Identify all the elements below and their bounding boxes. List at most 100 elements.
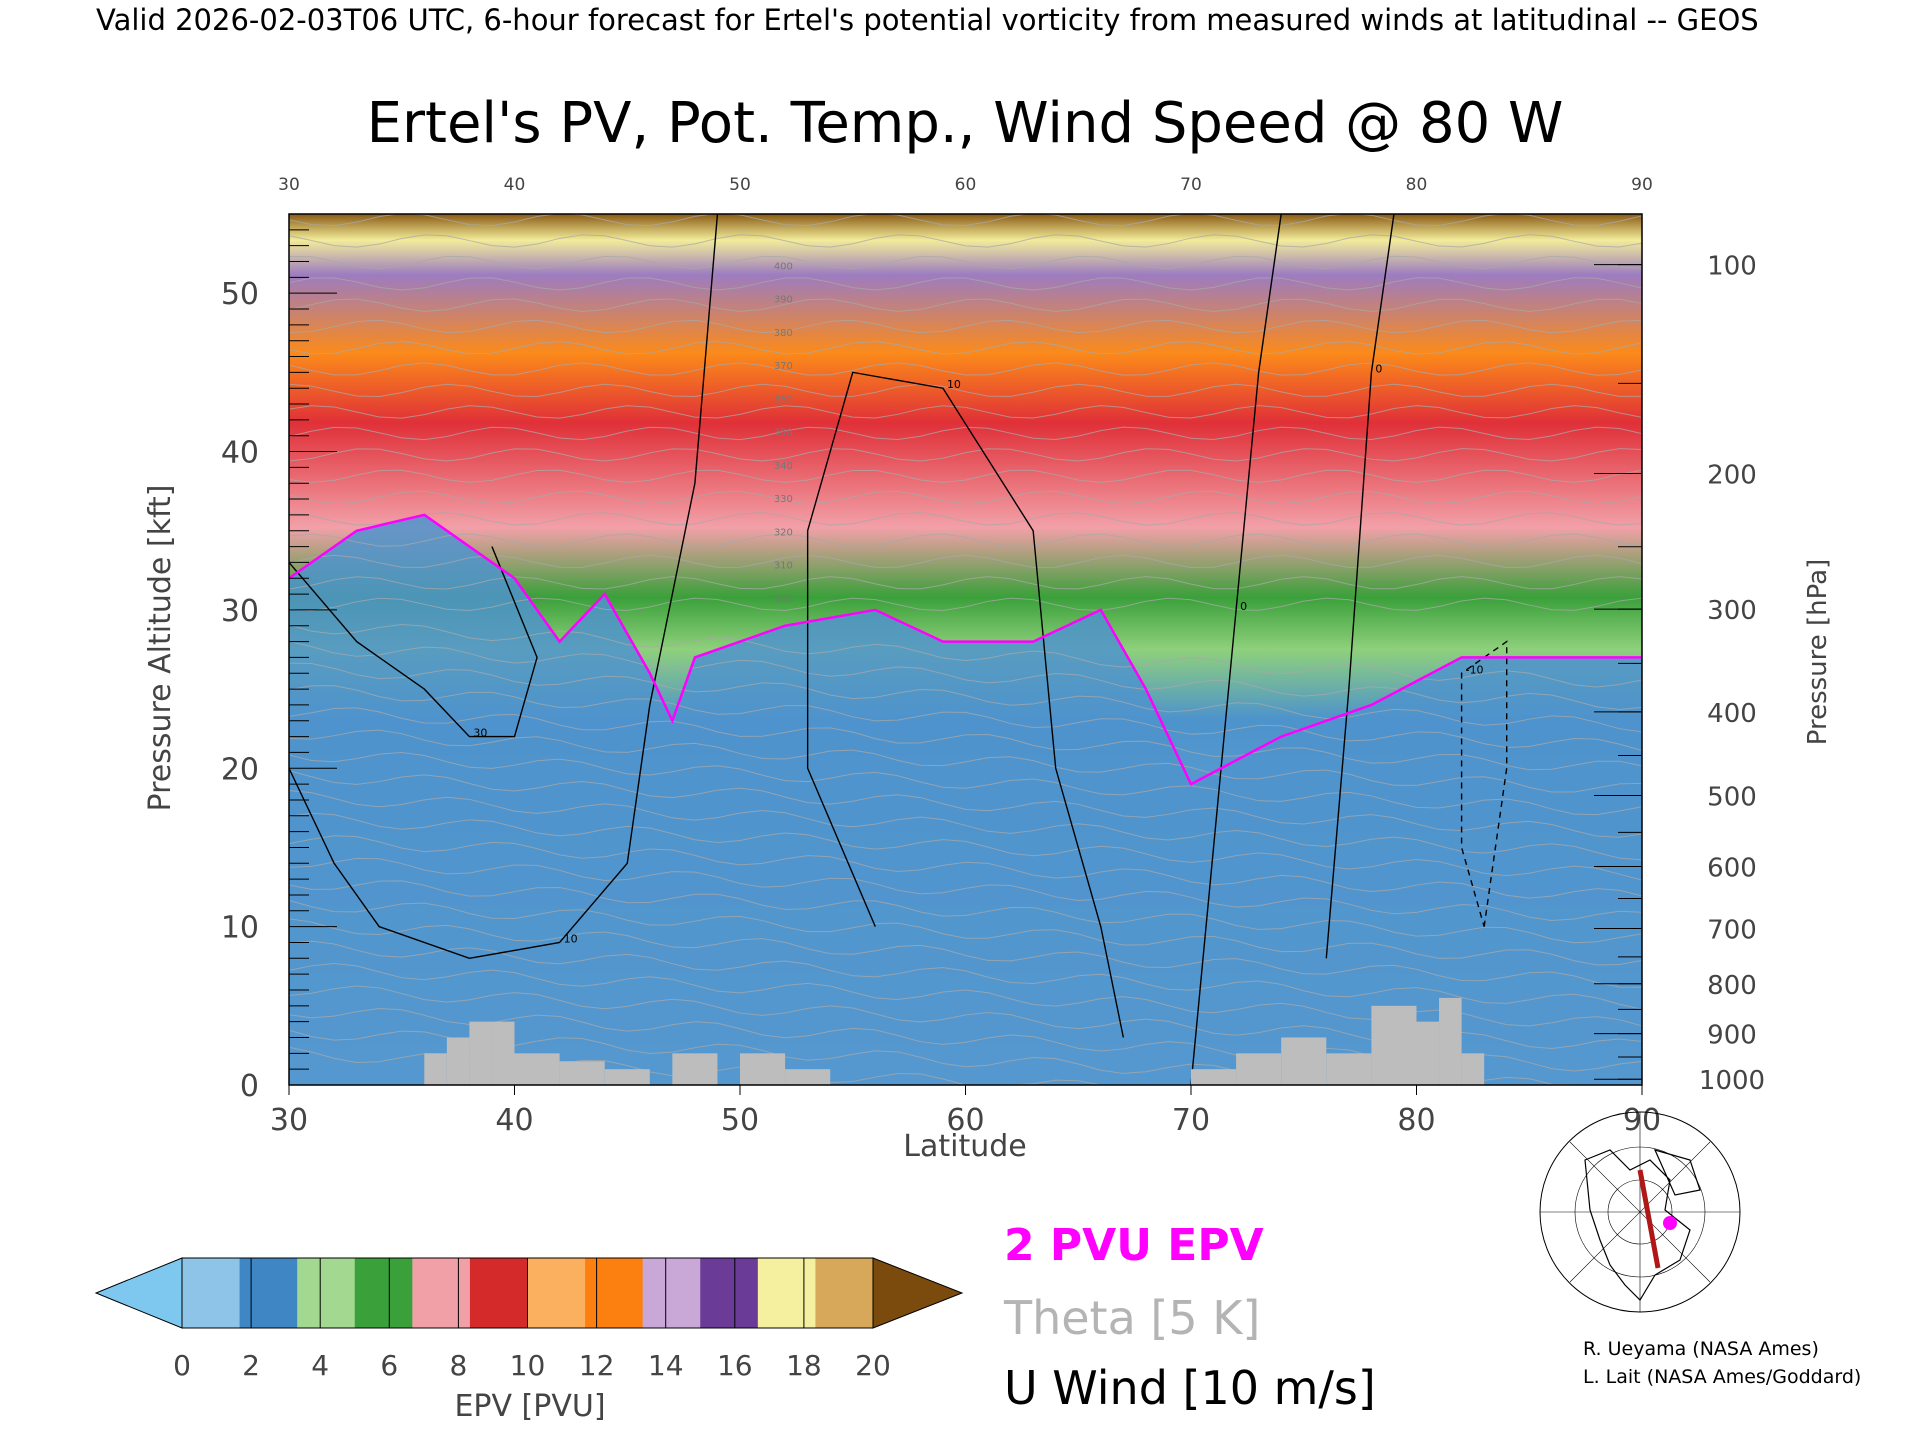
x-axis-label: Latitude [903,1129,1026,1164]
theta-label: 340 [774,461,793,472]
terrain-block [1326,1053,1372,1085]
x-tick-label: 50 [721,1103,759,1138]
header-text: Valid 2026-02-03T06 UTC, 6-hour forecast… [96,3,1759,37]
theta-contour [289,362,1642,376]
credit-line-1: R. Ueyama (NASA Ames) [1583,1338,1819,1360]
theta-contour [289,624,1642,688]
colorbar-segment [757,1258,816,1328]
wind-contour [289,214,719,960]
colorbar-segment [527,1258,586,1328]
theta-label: 310 [774,561,793,572]
wind-contour-label: 10 [947,378,961,391]
y-tick-label: 20 [221,752,259,787]
theta-label: 330 [774,494,793,505]
colorbar-segment [412,1258,471,1328]
pressure-tick-label: 500 [1707,782,1757,812]
theta-label: 380 [774,328,793,339]
top-tick-label: 50 [729,175,751,195]
surface-terrain [424,997,1485,1085]
colorbar-tick-label: 6 [380,1349,398,1382]
theta-contour [289,277,1642,291]
plot-area: 300 310 320 330 340 350 360 370 380 390 400 30 10 10… [289,214,1642,1085]
theta-contour [289,729,1642,793]
terrain-block [1439,997,1462,1085]
theta-contour [289,490,1642,505]
colorbar-tick-label: 0 [173,1349,191,1382]
wind-contour [1190,214,1282,1085]
wind-contour-label: 10 [564,932,578,945]
x-tick-label: 60 [946,1103,984,1138]
terrain-block [469,1021,492,1085]
colorbar-label: EPV [PVU] [454,1389,605,1424]
terrain-block [446,1037,470,1085]
theta-contour [289,341,1642,355]
theta-contour [289,234,1642,248]
theta-contour [289,640,1642,710]
theta-contour [289,448,1642,462]
pressure-tick-label: 100 [1707,252,1757,282]
legend-epv: 2 PVU EPV [1004,1220,1264,1271]
chart-title: Ertel's PV, Pot. Temp., Wind Speed @ 80 … [367,91,1564,156]
y-tick-label: 40 [221,436,259,471]
top-tick-label: 90 [1631,175,1653,195]
legend-wind: U Wind [10 m/s] [1004,1361,1376,1415]
x-tick-label: 40 [495,1103,533,1138]
terrain-block [1281,1037,1327,1085]
theta-contour [289,812,1642,881]
theta-contour [289,707,1642,771]
colorbar-segment [642,1258,701,1328]
cross-section-line [1637,1169,1661,1269]
colorbar-tick-label: 14 [648,1349,684,1382]
theta-contour [289,255,1642,270]
colorbar-tick-label: 4 [311,1349,329,1382]
theta-contour [289,533,1642,547]
terrain-block [491,1021,515,1085]
colorbar-tick-label: 18 [786,1349,822,1382]
colorbar-segment [239,1258,298,1328]
colorbar-segment [815,1258,874,1328]
colorbar: 0 2 4 6 8 10 12 14 16 18 20 [94,1257,964,1382]
terrain-block [1371,1005,1417,1085]
theta-contour [289,770,1642,838]
pressure-tick-label: 200 [1707,460,1757,490]
theta-contour [289,405,1642,419]
terrain-block [1236,1053,1282,1085]
colorbar-tick-label: 10 [510,1349,546,1382]
colorbar-tick-label: 20 [855,1349,891,1382]
wind-contour-label: -10 [1466,663,1484,676]
theta-contour [289,751,1642,816]
top-tick-label: 30 [278,175,300,195]
terrain-block [672,1053,718,1085]
y-tick-label: 10 [221,911,259,946]
colorbar-tick-label: 12 [579,1349,615,1382]
theta-contour [289,554,1642,569]
terrain-block [514,1053,560,1085]
terrain-block [424,1053,447,1085]
y-tick-label: 50 [221,277,259,312]
colorbar-segment [700,1258,759,1328]
theta-contour [289,576,1642,590]
theta-contour [289,940,1642,1010]
theta-contour [289,512,1642,526]
theta-contour [289,662,1642,733]
theta-label: 360 [774,394,793,405]
pressure-tick-label: 300 [1707,596,1757,626]
terrain-block [604,1069,650,1085]
x-tick-label: 80 [1397,1103,1435,1138]
theta-contour [289,685,1642,752]
colorbar-over-arrow [872,1257,964,1329]
colorbar-tick-label: 8 [449,1349,467,1382]
terrain-block [785,1069,831,1085]
wind-contour [1325,214,1395,959]
x-tick-label: 70 [1172,1103,1210,1138]
y-tick-label: 30 [221,594,259,629]
colorbar-under-arrow [94,1257,183,1329]
terrain-block [559,1061,605,1085]
map-coastlines [1584,1149,1701,1301]
theta-contour [289,899,1642,966]
wind-contour-label: 0 [1375,362,1382,375]
colorbar-segment [469,1258,528,1328]
